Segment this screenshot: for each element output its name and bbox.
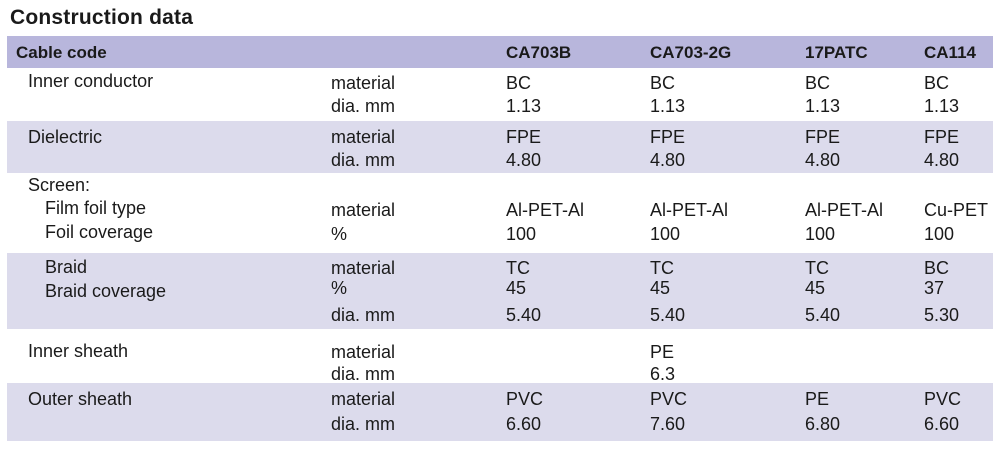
cell: TC bbox=[506, 258, 530, 278]
cell: 6.60 bbox=[506, 414, 542, 434]
unit-dia: dia. mm bbox=[331, 96, 396, 116]
cell: BC bbox=[650, 73, 676, 93]
unit-dia: dia. mm bbox=[331, 305, 396, 325]
cell: Al-PET-Al bbox=[650, 200, 729, 220]
cell: 1.13 bbox=[805, 96, 841, 116]
unit-dia: dia. mm bbox=[331, 150, 396, 170]
sub-label-braid-coverage: Braid coverage bbox=[45, 281, 167, 301]
cell: PVC bbox=[506, 389, 544, 409]
cell: 4.80 bbox=[506, 150, 542, 170]
header-cable-code: Cable code bbox=[16, 43, 107, 62]
unit-dia: dia. mm bbox=[331, 364, 396, 384]
page-title: Construction data bbox=[10, 6, 194, 29]
cell: 45 bbox=[805, 278, 826, 298]
row-band-outer-sheath bbox=[7, 383, 993, 441]
header-col-ca703b: CA703B bbox=[506, 43, 572, 62]
cell: 1.13 bbox=[650, 96, 686, 116]
cell: PVC bbox=[650, 389, 688, 409]
cell: TC bbox=[650, 258, 674, 278]
cell: 100 bbox=[650, 224, 681, 244]
cell: 1.13 bbox=[506, 96, 542, 116]
cell: 4.80 bbox=[805, 150, 841, 170]
unit-material: material bbox=[331, 389, 396, 409]
cell: TC bbox=[805, 258, 829, 278]
cell: BC bbox=[924, 258, 950, 278]
unit-material: material bbox=[331, 200, 396, 220]
cell: 4.80 bbox=[650, 150, 686, 170]
row-label-inner-conductor: Inner conductor bbox=[28, 71, 154, 91]
header-col-17patc: 17PATC bbox=[805, 43, 868, 62]
cell: Cu-PET bbox=[924, 200, 989, 220]
cell: 7.60 bbox=[650, 414, 686, 434]
cell: 100 bbox=[924, 224, 955, 244]
cell: PE bbox=[805, 389, 830, 409]
cell: Al-PET-Al bbox=[805, 200, 884, 220]
cell: FPE bbox=[805, 127, 841, 147]
cell: 6.3 bbox=[650, 364, 676, 384]
row-label-inner-sheath: Inner sheath bbox=[28, 341, 129, 361]
cell: BC bbox=[506, 73, 532, 93]
cell: 100 bbox=[805, 224, 836, 244]
cell: Al-PET-Al bbox=[506, 200, 585, 220]
sub-label-film-foil-type: Film foil type bbox=[45, 198, 147, 218]
unit-material: material bbox=[331, 73, 396, 93]
cell: 5.40 bbox=[650, 305, 686, 325]
cell: 6.60 bbox=[924, 414, 960, 434]
row-label-screen: Screen: bbox=[28, 175, 91, 195]
cell: 100 bbox=[506, 224, 537, 244]
sub-label-foil-coverage: Foil coverage bbox=[45, 222, 154, 242]
cell: BC bbox=[805, 73, 831, 93]
cell: FPE bbox=[924, 127, 960, 147]
cell: 37 bbox=[924, 278, 945, 298]
cell: 6.80 bbox=[805, 414, 841, 434]
unit-material: material bbox=[331, 342, 396, 362]
cell: 1.13 bbox=[924, 96, 960, 116]
sub-label-braid: Braid bbox=[45, 257, 88, 277]
cell: PE bbox=[650, 342, 675, 362]
cell: BC bbox=[924, 73, 950, 93]
cell: 5.40 bbox=[506, 305, 542, 325]
cell: 45 bbox=[650, 278, 671, 298]
cell: 5.30 bbox=[924, 305, 960, 325]
header-col-ca114: CA114 bbox=[924, 43, 976, 62]
unit-material: material bbox=[331, 258, 396, 278]
cell: 4.80 bbox=[924, 150, 960, 170]
unit-dia: dia. mm bbox=[331, 414, 396, 434]
row-band-dielectric bbox=[7, 121, 993, 173]
cell: FPE bbox=[506, 127, 542, 147]
cell: FPE bbox=[650, 127, 686, 147]
row-label-dielectric: Dielectric bbox=[28, 127, 103, 147]
unit-percent: % bbox=[331, 278, 348, 298]
header-col-ca703-2g: CA703-2G bbox=[650, 43, 732, 62]
unit-material: material bbox=[331, 127, 396, 147]
cell: 45 bbox=[506, 278, 527, 298]
row-label-outer-sheath: Outer sheath bbox=[28, 389, 133, 409]
unit-percent: % bbox=[331, 224, 348, 244]
cell: PVC bbox=[924, 389, 962, 409]
table-header-band bbox=[7, 36, 993, 68]
row-band-braid bbox=[7, 253, 993, 329]
cell: 5.40 bbox=[805, 305, 841, 325]
